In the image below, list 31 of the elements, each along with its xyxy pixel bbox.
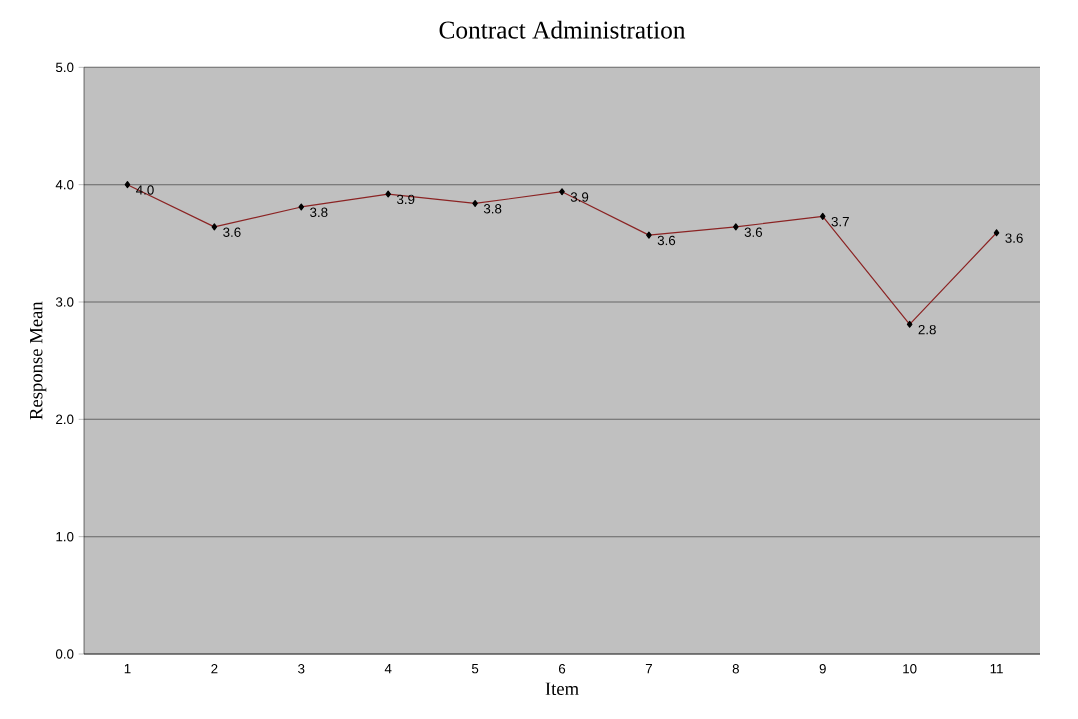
data-label: 3.6 [657,235,676,246]
y-tick-label: 4.0 [55,179,74,190]
y-axis-title: Response Mean [30,301,47,420]
data-label: 3.7 [831,216,849,227]
x-tick-label: 7 [645,664,652,674]
data-label: 2.8 [918,324,936,335]
chart-title: Contract Administration [439,20,686,39]
x-tick-label: 11 [990,664,1003,674]
x-axis-title: Item [545,682,579,696]
data-label: 3.8 [310,207,328,218]
data-label: 3.6 [1005,233,1023,243]
x-tick-label: 10 [903,664,917,674]
data-label: 3.9 [396,194,415,205]
data-label: 3.6 [223,227,241,237]
x-tick-label: 3 [298,664,305,674]
x-tick-label: 9 [819,664,826,674]
data-label: 3.9 [570,192,589,202]
y-tick-label: 2.0 [56,414,74,425]
data-label: 3.8 [483,204,502,214]
y-tick-label: 5.0 [55,62,74,73]
y-tick-label: 0.0 [55,649,74,659]
x-tick-label: 5 [471,664,479,674]
y-tick-label: 3.0 [55,297,74,307]
y-tick-label: 1.0 [56,531,74,542]
x-tick-label: 1 [124,664,131,674]
data-label: 3.6 [744,227,763,237]
x-tick-label: 2 [211,664,218,674]
x-tick-label: 8 [732,664,739,674]
x-tick-label: 4 [384,664,392,674]
data-label: 4.0 [136,185,154,195]
x-tick-label: 6 [558,664,566,674]
